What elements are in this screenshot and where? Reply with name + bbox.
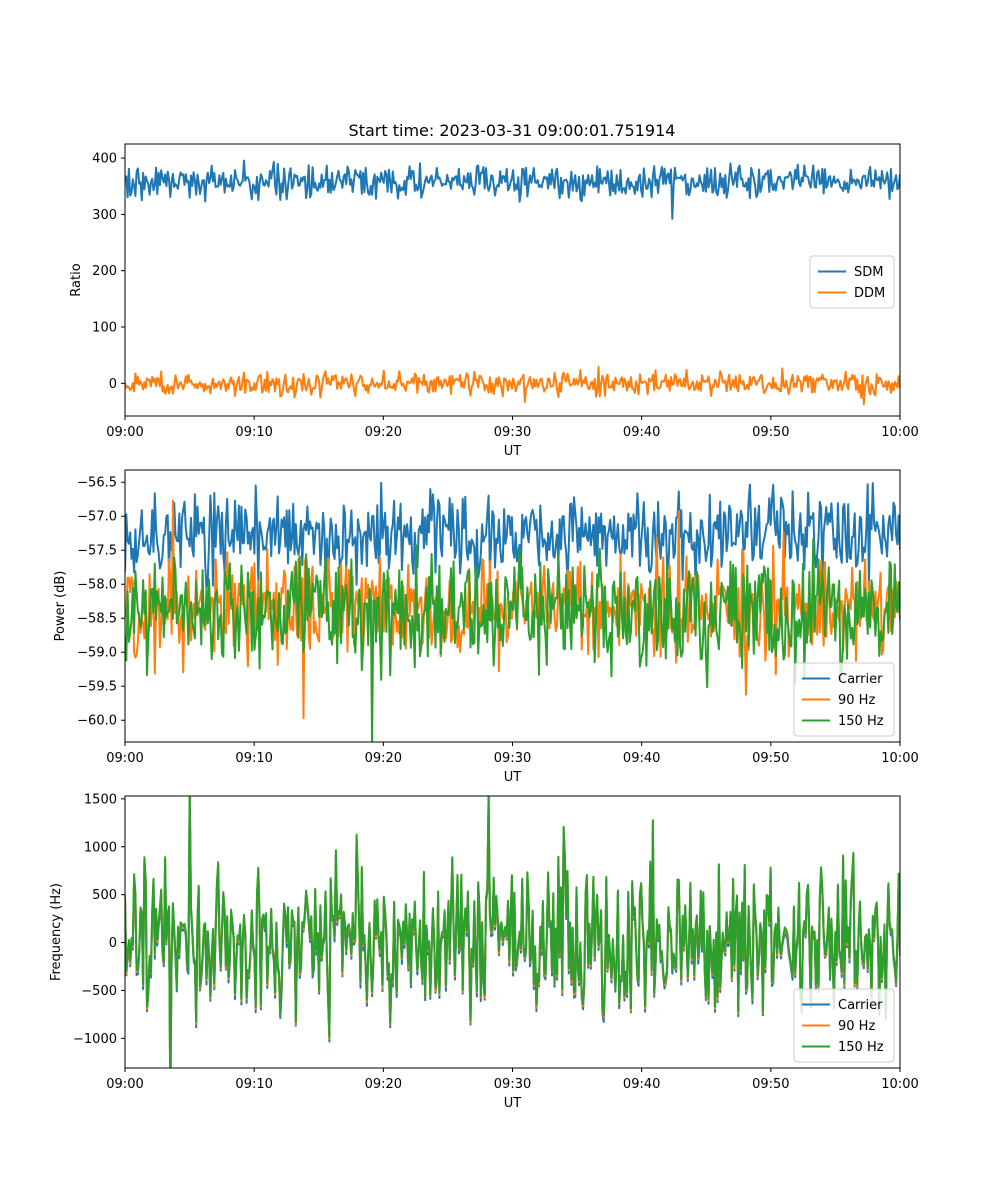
series-line-3-3 bbox=[125, 796, 900, 1068]
legend-label: SDM bbox=[854, 265, 883, 280]
x-tick-label: 09:20 bbox=[365, 425, 402, 440]
x-tick-label: 09:00 bbox=[106, 751, 143, 766]
figure-title: Start time: 2023-03-31 09:00:01.751914 bbox=[349, 121, 676, 140]
y-tick-label: −58.5 bbox=[77, 612, 117, 627]
x-tick-label: 09:30 bbox=[494, 425, 531, 440]
legend: Carrier 90 Hz 150 Hz bbox=[793, 662, 895, 737]
x-tick-label: 09:00 bbox=[106, 425, 143, 440]
y-tick-label: 500 bbox=[92, 888, 117, 903]
legend-box bbox=[793, 988, 895, 1063]
series-line-1-2 bbox=[125, 366, 900, 406]
y-tick-label: −1000 bbox=[73, 1032, 117, 1047]
legend-label: 150 Hz bbox=[838, 1040, 884, 1055]
y-tick-label: −58.0 bbox=[77, 578, 117, 593]
y-tick-label: 400 bbox=[92, 152, 117, 167]
y-tick-label: 1000 bbox=[84, 840, 117, 855]
y-tick-label: −57.5 bbox=[77, 544, 117, 559]
x-tick-label: 09:50 bbox=[752, 1077, 789, 1092]
y-tick-label: −59.0 bbox=[77, 646, 117, 661]
y-tick-label: −500 bbox=[81, 984, 117, 999]
x-tick-label: 09:40 bbox=[623, 1077, 660, 1092]
x-tick-label: 09:10 bbox=[235, 425, 272, 440]
x-axis-label: UT bbox=[504, 1096, 522, 1111]
y-tick-label: 0 bbox=[109, 936, 117, 951]
series-line-2-3 bbox=[125, 537, 900, 742]
x-tick-label: 09:50 bbox=[752, 425, 789, 440]
legend-box bbox=[809, 255, 895, 309]
x-tick-label: 09:10 bbox=[235, 751, 272, 766]
legend-label: Carrier bbox=[838, 998, 883, 1013]
legend-label: 90 Hz bbox=[838, 1019, 875, 1034]
x-axis-label: UT bbox=[504, 770, 522, 785]
x-tick-label: 10:00 bbox=[881, 751, 918, 766]
legend-box bbox=[793, 662, 895, 737]
x-tick-label: 09:40 bbox=[623, 425, 660, 440]
y-tick-label: 1500 bbox=[84, 792, 117, 807]
legend: Carrier 90 Hz 150 Hz bbox=[793, 988, 895, 1063]
y-axis-label: Power (dB) bbox=[53, 571, 68, 642]
legend-label: 150 Hz bbox=[838, 714, 884, 729]
chart-2: 09:00 09:10 09:20 09:30 09:40 09:50 10:00 −60.0… bbox=[53, 469, 919, 785]
y-tick-label: 200 bbox=[92, 264, 117, 279]
x-tick-label: 09:20 bbox=[365, 751, 402, 766]
charts: 09:00 09:10 09:20 09:30 09:40 09:50 10:00 0 100 2… bbox=[49, 143, 919, 1111]
x-tick-label: 09:10 bbox=[235, 1077, 272, 1092]
y-tick-label: −59.5 bbox=[77, 680, 117, 695]
series-line-1-1 bbox=[125, 159, 900, 220]
y-axis-label: Ratio bbox=[69, 263, 84, 296]
x-tick-label: 10:00 bbox=[881, 425, 918, 440]
chart-3: 09:00 09:10 09:20 09:30 09:40 09:50 10:00 −1000… bbox=[49, 792, 919, 1111]
chart-1: 09:00 09:10 09:20 09:30 09:40 09:50 10:00 0 100 2… bbox=[69, 143, 919, 459]
legend-label: DDM bbox=[854, 286, 885, 301]
y-axis-label: Frequency (Hz) bbox=[49, 883, 64, 981]
x-tick-label: 10:00 bbox=[881, 1077, 918, 1092]
y-tick-label: −57.0 bbox=[77, 510, 117, 525]
x-tick-label: 09:20 bbox=[365, 1077, 402, 1092]
series-line-2-1 bbox=[125, 481, 900, 590]
x-tick-label: 09:30 bbox=[494, 1077, 531, 1092]
y-tick-label: −56.5 bbox=[77, 476, 117, 491]
legend: SDM DDM bbox=[809, 255, 895, 309]
x-tick-label: 09:30 bbox=[494, 751, 531, 766]
x-tick-label: 09:50 bbox=[752, 751, 789, 766]
legend-label: 90 Hz bbox=[838, 693, 875, 708]
y-tick-label: 100 bbox=[92, 321, 117, 336]
y-tick-label: 300 bbox=[92, 208, 117, 223]
x-tick-label: 09:40 bbox=[623, 751, 660, 766]
x-tick-label: 09:00 bbox=[106, 1077, 143, 1092]
legend-label: Carrier bbox=[838, 672, 883, 687]
y-tick-label: −60.0 bbox=[77, 714, 117, 729]
y-tick-label: 0 bbox=[109, 377, 117, 392]
x-axis-label: UT bbox=[504, 444, 522, 459]
